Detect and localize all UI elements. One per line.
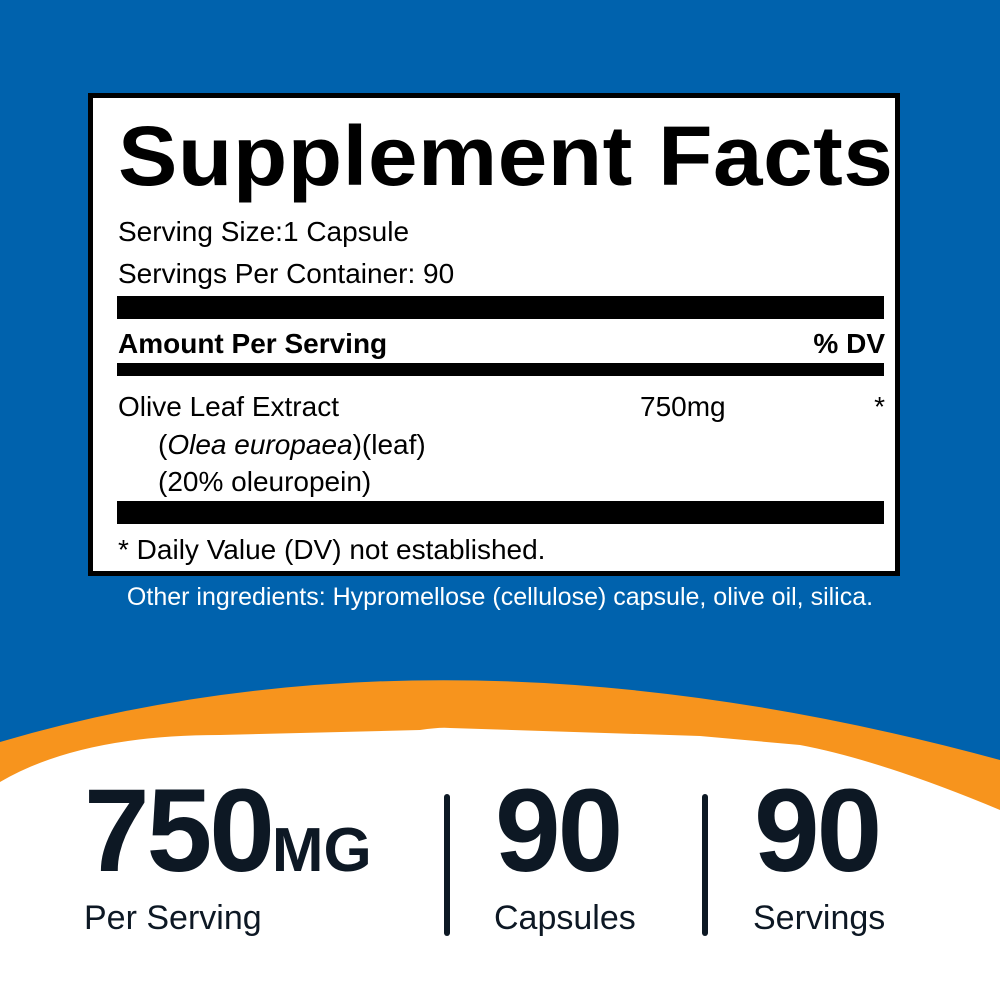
stat-servings-value: 90 [754,765,882,897]
stat-divider [702,794,708,936]
thick-divider-bottom [117,501,884,524]
stat-capsules-value: 90 [495,765,623,897]
stat-dosage-value: 750 [84,765,275,897]
panel-title: Supplement Facts [118,109,894,203]
stat-divider [444,794,450,936]
paren: ( [158,429,168,460]
medium-divider [117,363,884,376]
stat-dosage: 750MG [84,772,372,890]
supplement-facts-panel: Supplement Facts Serving Size:1 Capsule … [88,93,900,576]
ingredient-latin-line: (Olea europaea)(leaf) [158,431,426,459]
servings-per-container: Servings Per Container: 90 [118,258,455,289]
dv-header: % DV [813,328,885,359]
thick-divider [117,296,884,319]
stat-dosage-label: Per Serving [84,899,262,937]
ingredient-dv: * [874,391,885,422]
white-wave [0,727,1000,1000]
stat-capsules-label: Capsules [494,899,636,937]
ingredient-standardization: (20% oleuropein) [158,466,372,497]
amount-per-serving-header: Amount Per Serving [118,328,388,359]
ingredient-amount: 750mg [640,391,726,422]
serving-size: Serving Size:1 Capsule [118,216,410,247]
dv-footnote: * Daily Value (DV) not established. [118,534,546,565]
ingredient-name: Olive Leaf Extract [118,391,339,422]
stat-dosage-unit: MG [271,816,372,885]
other-ingredients: Other ingredients: Hypromellose (cellulo… [126,583,874,611]
plant-part: )(leaf) [352,429,426,460]
stat-servings-label: Servings [753,899,886,937]
latin-name: Olea europaea [167,429,353,460]
